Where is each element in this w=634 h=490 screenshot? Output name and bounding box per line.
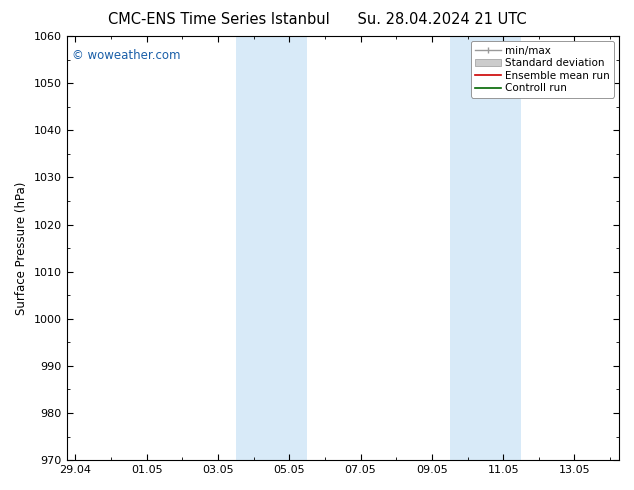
Text: © woweather.com: © woweather.com	[72, 49, 181, 62]
Legend: min/max, Standard deviation, Ensemble mean run, Controll run: min/max, Standard deviation, Ensemble me…	[470, 41, 614, 98]
Bar	[236, 36, 307, 460]
Bar	[450, 36, 521, 460]
Text: CMC-ENS Time Series Istanbul      Su. 28.04.2024 21 UTC: CMC-ENS Time Series Istanbul Su. 28.04.2…	[108, 12, 526, 27]
Y-axis label: Surface Pressure (hPa): Surface Pressure (hPa)	[15, 181, 28, 315]
